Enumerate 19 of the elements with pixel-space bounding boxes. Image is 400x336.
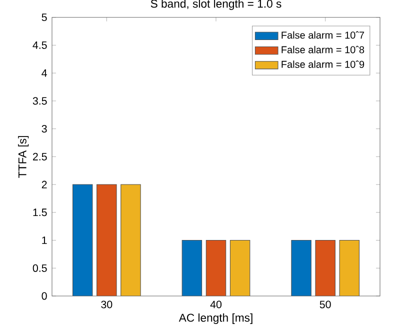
- y-tick-label: 1.5: [33, 208, 47, 216]
- y-tick-label: 1: [42, 236, 47, 244]
- x-tick-label: 50: [320, 300, 331, 308]
- y-tick-label: 3: [42, 125, 47, 133]
- y-tick-label: 4.5: [32, 41, 47, 49]
- x-tick-label: 40: [210, 300, 222, 308]
- legend-label: False alarm = 10ˆ7: [282, 31, 364, 39]
- y-tick-label: 0.5: [32, 264, 47, 272]
- y-tick-label: 0: [42, 292, 47, 300]
- y-tick-label: 5: [42, 14, 47, 22]
- legend-label: False alarm = 10ˆ8: [282, 46, 364, 54]
- legend-label: False alarm = 10ˆ9: [282, 60, 364, 68]
- y-tick-label: 2: [42, 180, 47, 188]
- y-tick-label: 2.5: [33, 152, 47, 160]
- y-tick-label: 4: [42, 69, 47, 77]
- x-axis-title: AC length [ms]: [178, 313, 252, 324]
- y-tick-label: 3.5: [32, 97, 47, 105]
- y-axis-title: TTFA [s]: [18, 136, 29, 178]
- x-tick-label: 30: [101, 300, 112, 308]
